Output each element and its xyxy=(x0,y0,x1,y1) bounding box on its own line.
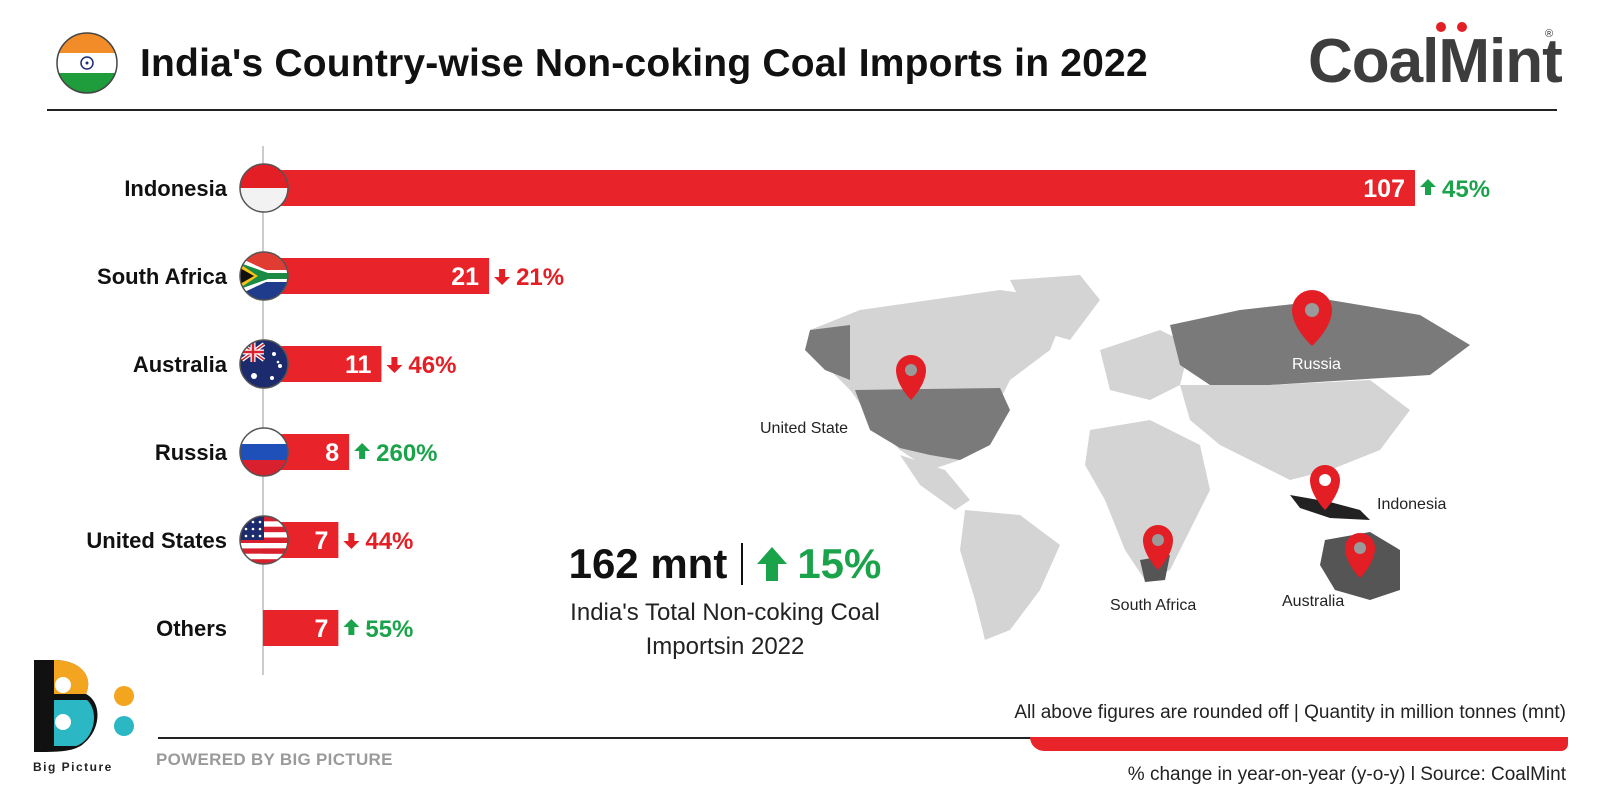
flag-united-states-icon xyxy=(239,515,289,565)
arrow-up-icon xyxy=(343,619,360,635)
powered-by: POWERED BY BIG PICTURE xyxy=(156,750,393,769)
value-label: 7 xyxy=(314,615,328,643)
change-label: 45% xyxy=(1442,176,1490,203)
map-label-australia: Australia xyxy=(1282,593,1345,610)
bar-chart: Indonesia 107 45% South Africa 21 21% Australi… xyxy=(86,146,1490,675)
world-map: Russia United State Indonesia South Afri… xyxy=(760,270,1530,650)
footer-note: All above figures are rounded off | Quan… xyxy=(1014,702,1566,723)
total-value: 162 mnt xyxy=(568,540,728,587)
map-label-indonesia: Indonesia xyxy=(1377,496,1447,513)
header: India's Country-wise Non-coking Coal Imp… xyxy=(0,0,1600,112)
total-separator xyxy=(741,543,744,585)
map-label-russia: Russia xyxy=(1292,356,1341,373)
map-asia xyxy=(1180,380,1410,480)
map-pin-usa-icon xyxy=(896,355,926,400)
big-picture-name: Big Picture xyxy=(33,760,113,774)
map-central-america xyxy=(900,455,970,510)
category-label: Indonesia xyxy=(124,176,227,201)
map-pin-indonesia-icon xyxy=(1310,465,1340,510)
footer-source: % change in year-on-year (y-o-y) l Sourc… xyxy=(1127,764,1566,785)
big-picture-logo xyxy=(34,660,134,752)
bar xyxy=(263,258,490,294)
india-flag-icon xyxy=(56,32,118,94)
value-label: 21 xyxy=(451,263,479,291)
map-alaska xyxy=(805,325,850,380)
total-description: India's Total Non-coking Coal Importsin … xyxy=(570,599,880,660)
total-summary: 162 mnt 15% India's Total Non-coking Coa… xyxy=(520,540,930,664)
bar xyxy=(263,610,339,646)
logo-registered: ® xyxy=(1545,28,1554,40)
map-south-america xyxy=(960,510,1060,640)
value-label: 11 xyxy=(345,351,372,379)
arrow-down-icon xyxy=(494,269,511,285)
value-label: 8 xyxy=(325,439,339,467)
map-pin-south-africa-icon xyxy=(1143,525,1173,570)
footer-accent-bar xyxy=(1030,737,1568,751)
map-pin-australia-icon xyxy=(1345,533,1375,578)
map-africa xyxy=(1085,420,1210,580)
page-title: India's Country-wise Non-coking Coal Imp… xyxy=(140,42,1148,85)
change-label: 55% xyxy=(365,616,413,643)
logo-dot xyxy=(1457,22,1467,32)
map-indonesia xyxy=(1290,495,1370,520)
change-label: 44% xyxy=(365,528,413,555)
total-line: 162 mnt 15% xyxy=(520,540,930,588)
category-label: United States xyxy=(86,528,227,553)
value-label: 7 xyxy=(314,527,328,555)
map-usa xyxy=(855,388,1010,460)
header-divider xyxy=(47,109,1557,111)
category-label: Russia xyxy=(155,440,228,465)
category-label: Australia xyxy=(133,352,228,377)
total-change: 15% xyxy=(797,540,882,587)
flag-indonesia-icon xyxy=(239,163,289,213)
change-label: 46% xyxy=(408,352,456,379)
logo-text: CoalMint xyxy=(1308,27,1563,96)
category-label: South Africa xyxy=(97,264,228,289)
map-pin-russia-icon xyxy=(1292,290,1332,346)
arrow-up-icon xyxy=(1420,179,1436,195)
map-russia xyxy=(1170,300,1470,385)
footer-divider xyxy=(158,737,1568,739)
bar xyxy=(263,170,1415,206)
map-north-america xyxy=(810,290,1070,470)
map-label-united-state: United State xyxy=(760,420,849,437)
flag-australia-icon xyxy=(239,339,289,389)
coalmint-logo: CoalMint ® xyxy=(1308,18,1568,98)
flag-russia-icon xyxy=(239,427,289,477)
world-map-graphic xyxy=(805,275,1470,640)
arrow-down-icon xyxy=(343,533,360,549)
change-label: 260% xyxy=(376,440,437,467)
change-label: 21% xyxy=(516,264,564,291)
bar-chart-area: Indonesia 107 45% South Africa 21 21% Australi… xyxy=(0,120,1600,700)
value-label: 107 xyxy=(1363,175,1405,203)
arrow-down-icon xyxy=(386,357,403,373)
map-greenland xyxy=(1010,275,1100,340)
logo-dot xyxy=(1436,22,1446,32)
category-label: Others xyxy=(156,616,227,641)
flag-south-africa-icon xyxy=(239,251,289,301)
map-europe xyxy=(1100,330,1190,400)
arrow-up-icon xyxy=(354,443,371,459)
arrow-up-icon xyxy=(757,547,788,581)
map-label-south-africa: South Africa xyxy=(1110,597,1197,614)
